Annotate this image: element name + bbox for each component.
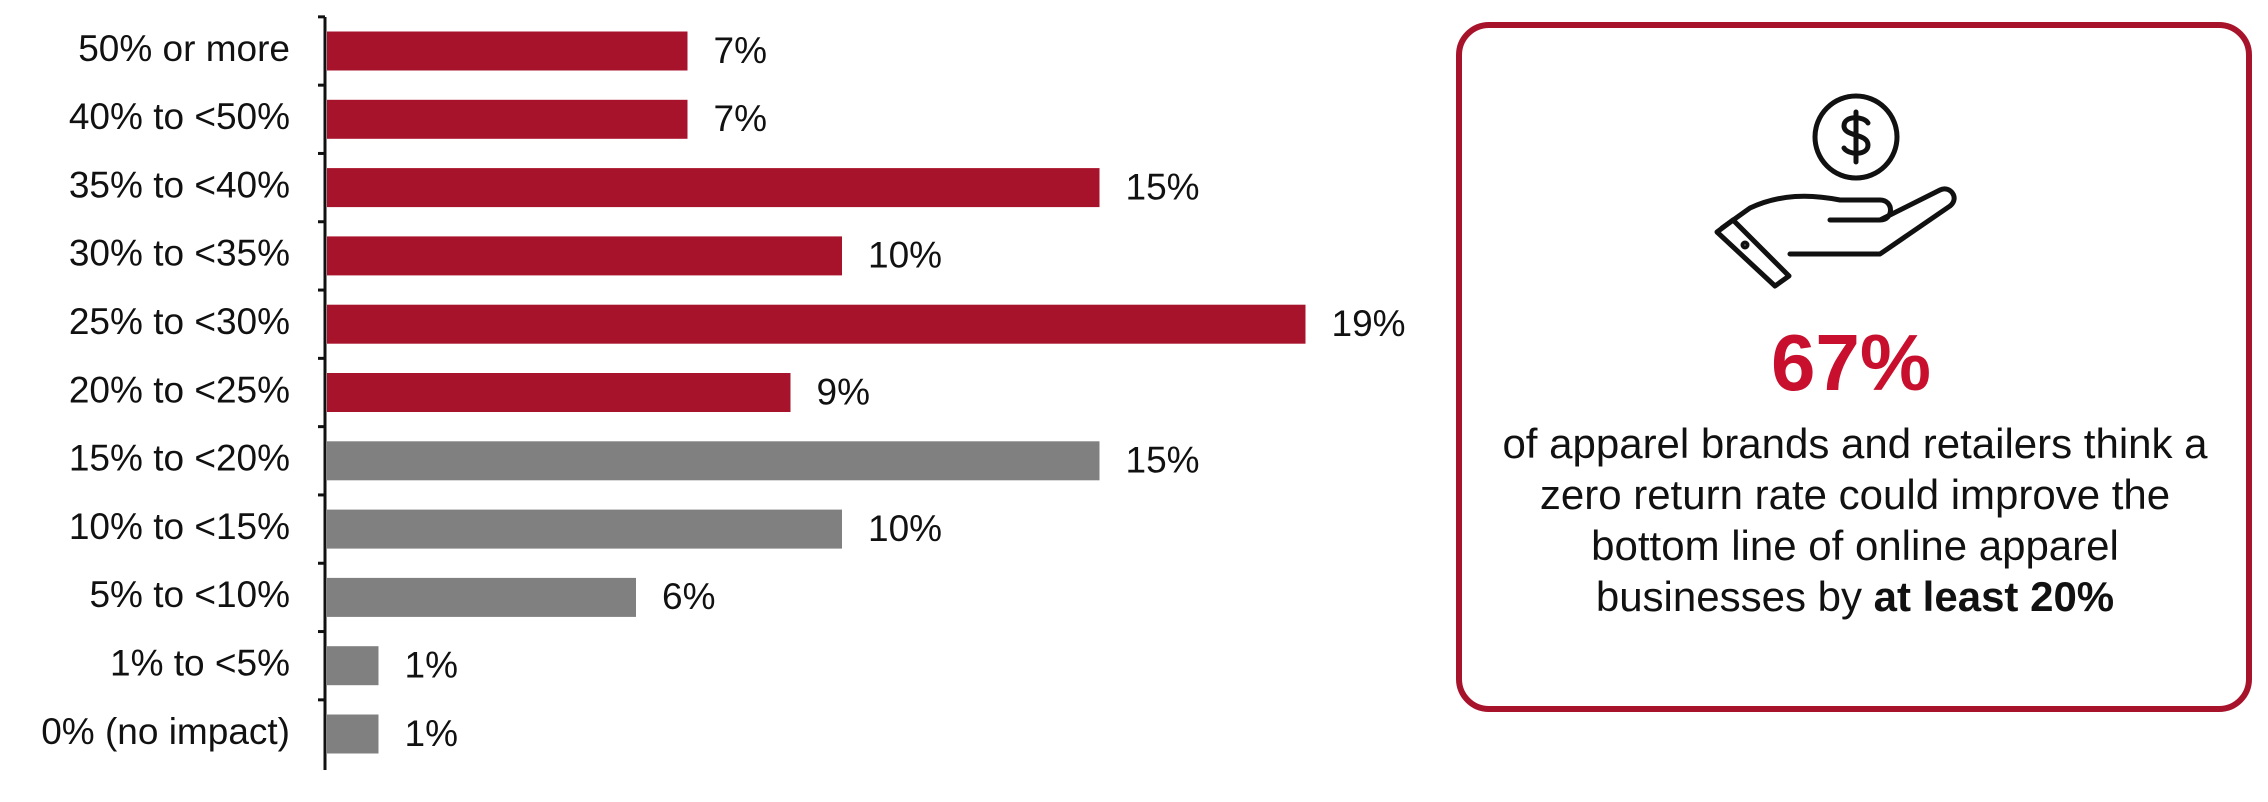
- value-label: 1%: [405, 644, 458, 685]
- value-label: 10%: [868, 508, 942, 549]
- category-label: 30% to <35%: [69, 233, 290, 274]
- bar: [327, 236, 842, 276]
- value-label: 7%: [714, 30, 767, 71]
- bar: [327, 99, 688, 139]
- callout-body: of apparel brands and retailers think a …: [1502, 420, 2208, 620]
- category-label: 15% to <20%: [69, 438, 290, 479]
- bar: [327, 373, 791, 412]
- value-label: 1%: [405, 713, 458, 754]
- callout-bold: at least 20%: [1873, 573, 2115, 620]
- value-label: 19%: [1332, 303, 1406, 344]
- category-label: 35% to <40%: [69, 164, 290, 205]
- category-label: 10% to <15%: [69, 506, 290, 547]
- category-label: 20% to <25%: [69, 369, 290, 410]
- bar: [327, 509, 842, 549]
- category-label: 50% or more: [78, 28, 290, 69]
- value-label: 7%: [714, 98, 767, 139]
- value-label: 10%: [868, 235, 942, 276]
- category-label: 25% to <30%: [69, 301, 290, 342]
- bar: [327, 577, 636, 617]
- bar: [327, 31, 688, 71]
- icon: [1714, 93, 1957, 289]
- callout-stat: 67%: [1771, 318, 1931, 407]
- bar: [327, 714, 379, 754]
- bar: [327, 168, 1100, 208]
- bar: [327, 441, 1100, 481]
- value-label: 9%: [817, 371, 870, 412]
- bar: [327, 304, 1306, 344]
- bar: [327, 646, 379, 686]
- value-label: 15%: [1126, 166, 1200, 207]
- callout-box: [1456, 22, 2252, 712]
- category-label: 0% (no impact): [41, 711, 290, 752]
- category-label: 1% to <5%: [110, 642, 290, 683]
- value-label: 6%: [662, 576, 715, 617]
- value-label: 15%: [1126, 440, 1200, 481]
- callout-text: of apparel brands and retailers think a …: [1490, 418, 2220, 622]
- category-label: 5% to <10%: [89, 574, 290, 615]
- category-label: 40% to <50%: [69, 96, 290, 137]
